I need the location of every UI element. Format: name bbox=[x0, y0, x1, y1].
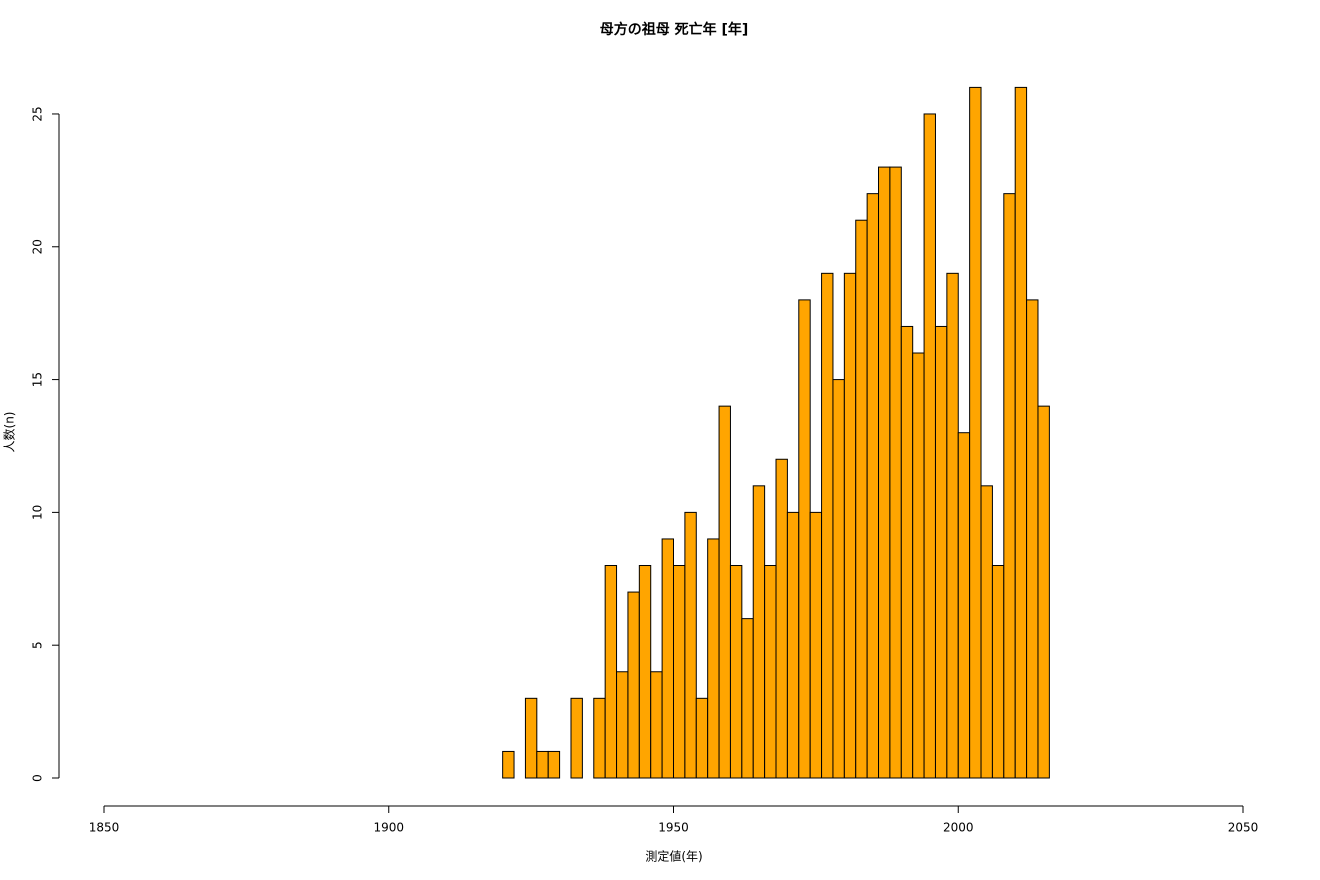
bar bbox=[616, 671, 629, 779]
bar bbox=[821, 272, 834, 779]
x-tick-label: 1850 bbox=[89, 821, 120, 835]
x-tick-label: 1900 bbox=[373, 821, 404, 835]
bar bbox=[900, 325, 914, 779]
bar bbox=[673, 565, 686, 779]
bar bbox=[1003, 193, 1016, 779]
bar bbox=[991, 565, 1005, 779]
bar bbox=[1014, 86, 1028, 779]
bar bbox=[832, 379, 845, 779]
bar bbox=[570, 697, 583, 779]
x-tick-label: 1950 bbox=[658, 821, 689, 835]
bar bbox=[707, 538, 720, 779]
bar bbox=[889, 166, 902, 779]
bar bbox=[752, 485, 766, 779]
x-axis-label: 測定値(年) bbox=[645, 849, 702, 864]
x-tick-label: 2000 bbox=[943, 821, 974, 835]
bar bbox=[912, 352, 925, 779]
bar bbox=[502, 750, 515, 779]
y-tick-label: 0 bbox=[31, 774, 45, 782]
y-tick-label: 15 bbox=[31, 372, 45, 387]
bar bbox=[684, 511, 697, 779]
bar bbox=[934, 325, 948, 779]
bar bbox=[638, 565, 652, 779]
bar bbox=[843, 272, 857, 779]
bar bbox=[547, 750, 561, 779]
bar bbox=[729, 565, 743, 779]
bar bbox=[798, 299, 811, 779]
bar bbox=[957, 432, 971, 779]
bar bbox=[524, 697, 538, 779]
chart-title: 母方の祖母 死亡年 [年] bbox=[600, 21, 749, 38]
bar bbox=[695, 697, 709, 779]
y-tick-label: 20 bbox=[31, 239, 45, 254]
y-axis-label: 人数(n) bbox=[2, 412, 17, 453]
bar bbox=[650, 671, 663, 779]
bar bbox=[627, 591, 640, 779]
bar bbox=[764, 565, 777, 779]
x-tick-label: 2050 bbox=[1228, 821, 1259, 835]
y-tick-label: 10 bbox=[31, 505, 45, 520]
bar bbox=[775, 458, 788, 779]
bar bbox=[604, 565, 618, 779]
bar bbox=[878, 166, 891, 779]
y-tick-label: 25 bbox=[31, 106, 45, 121]
bar bbox=[969, 86, 982, 779]
bar bbox=[855, 219, 868, 779]
bar bbox=[536, 750, 549, 779]
bar bbox=[980, 485, 993, 779]
bar bbox=[946, 272, 959, 779]
bar bbox=[866, 193, 880, 779]
y-tick-label: 5 bbox=[31, 641, 45, 649]
bar bbox=[786, 511, 800, 779]
bar bbox=[923, 113, 936, 779]
bar bbox=[718, 405, 731, 779]
bar bbox=[809, 511, 823, 779]
bar bbox=[661, 538, 674, 779]
bar bbox=[1037, 405, 1050, 779]
bar bbox=[741, 618, 754, 779]
bar bbox=[1026, 299, 1039, 779]
bar bbox=[593, 697, 606, 779]
